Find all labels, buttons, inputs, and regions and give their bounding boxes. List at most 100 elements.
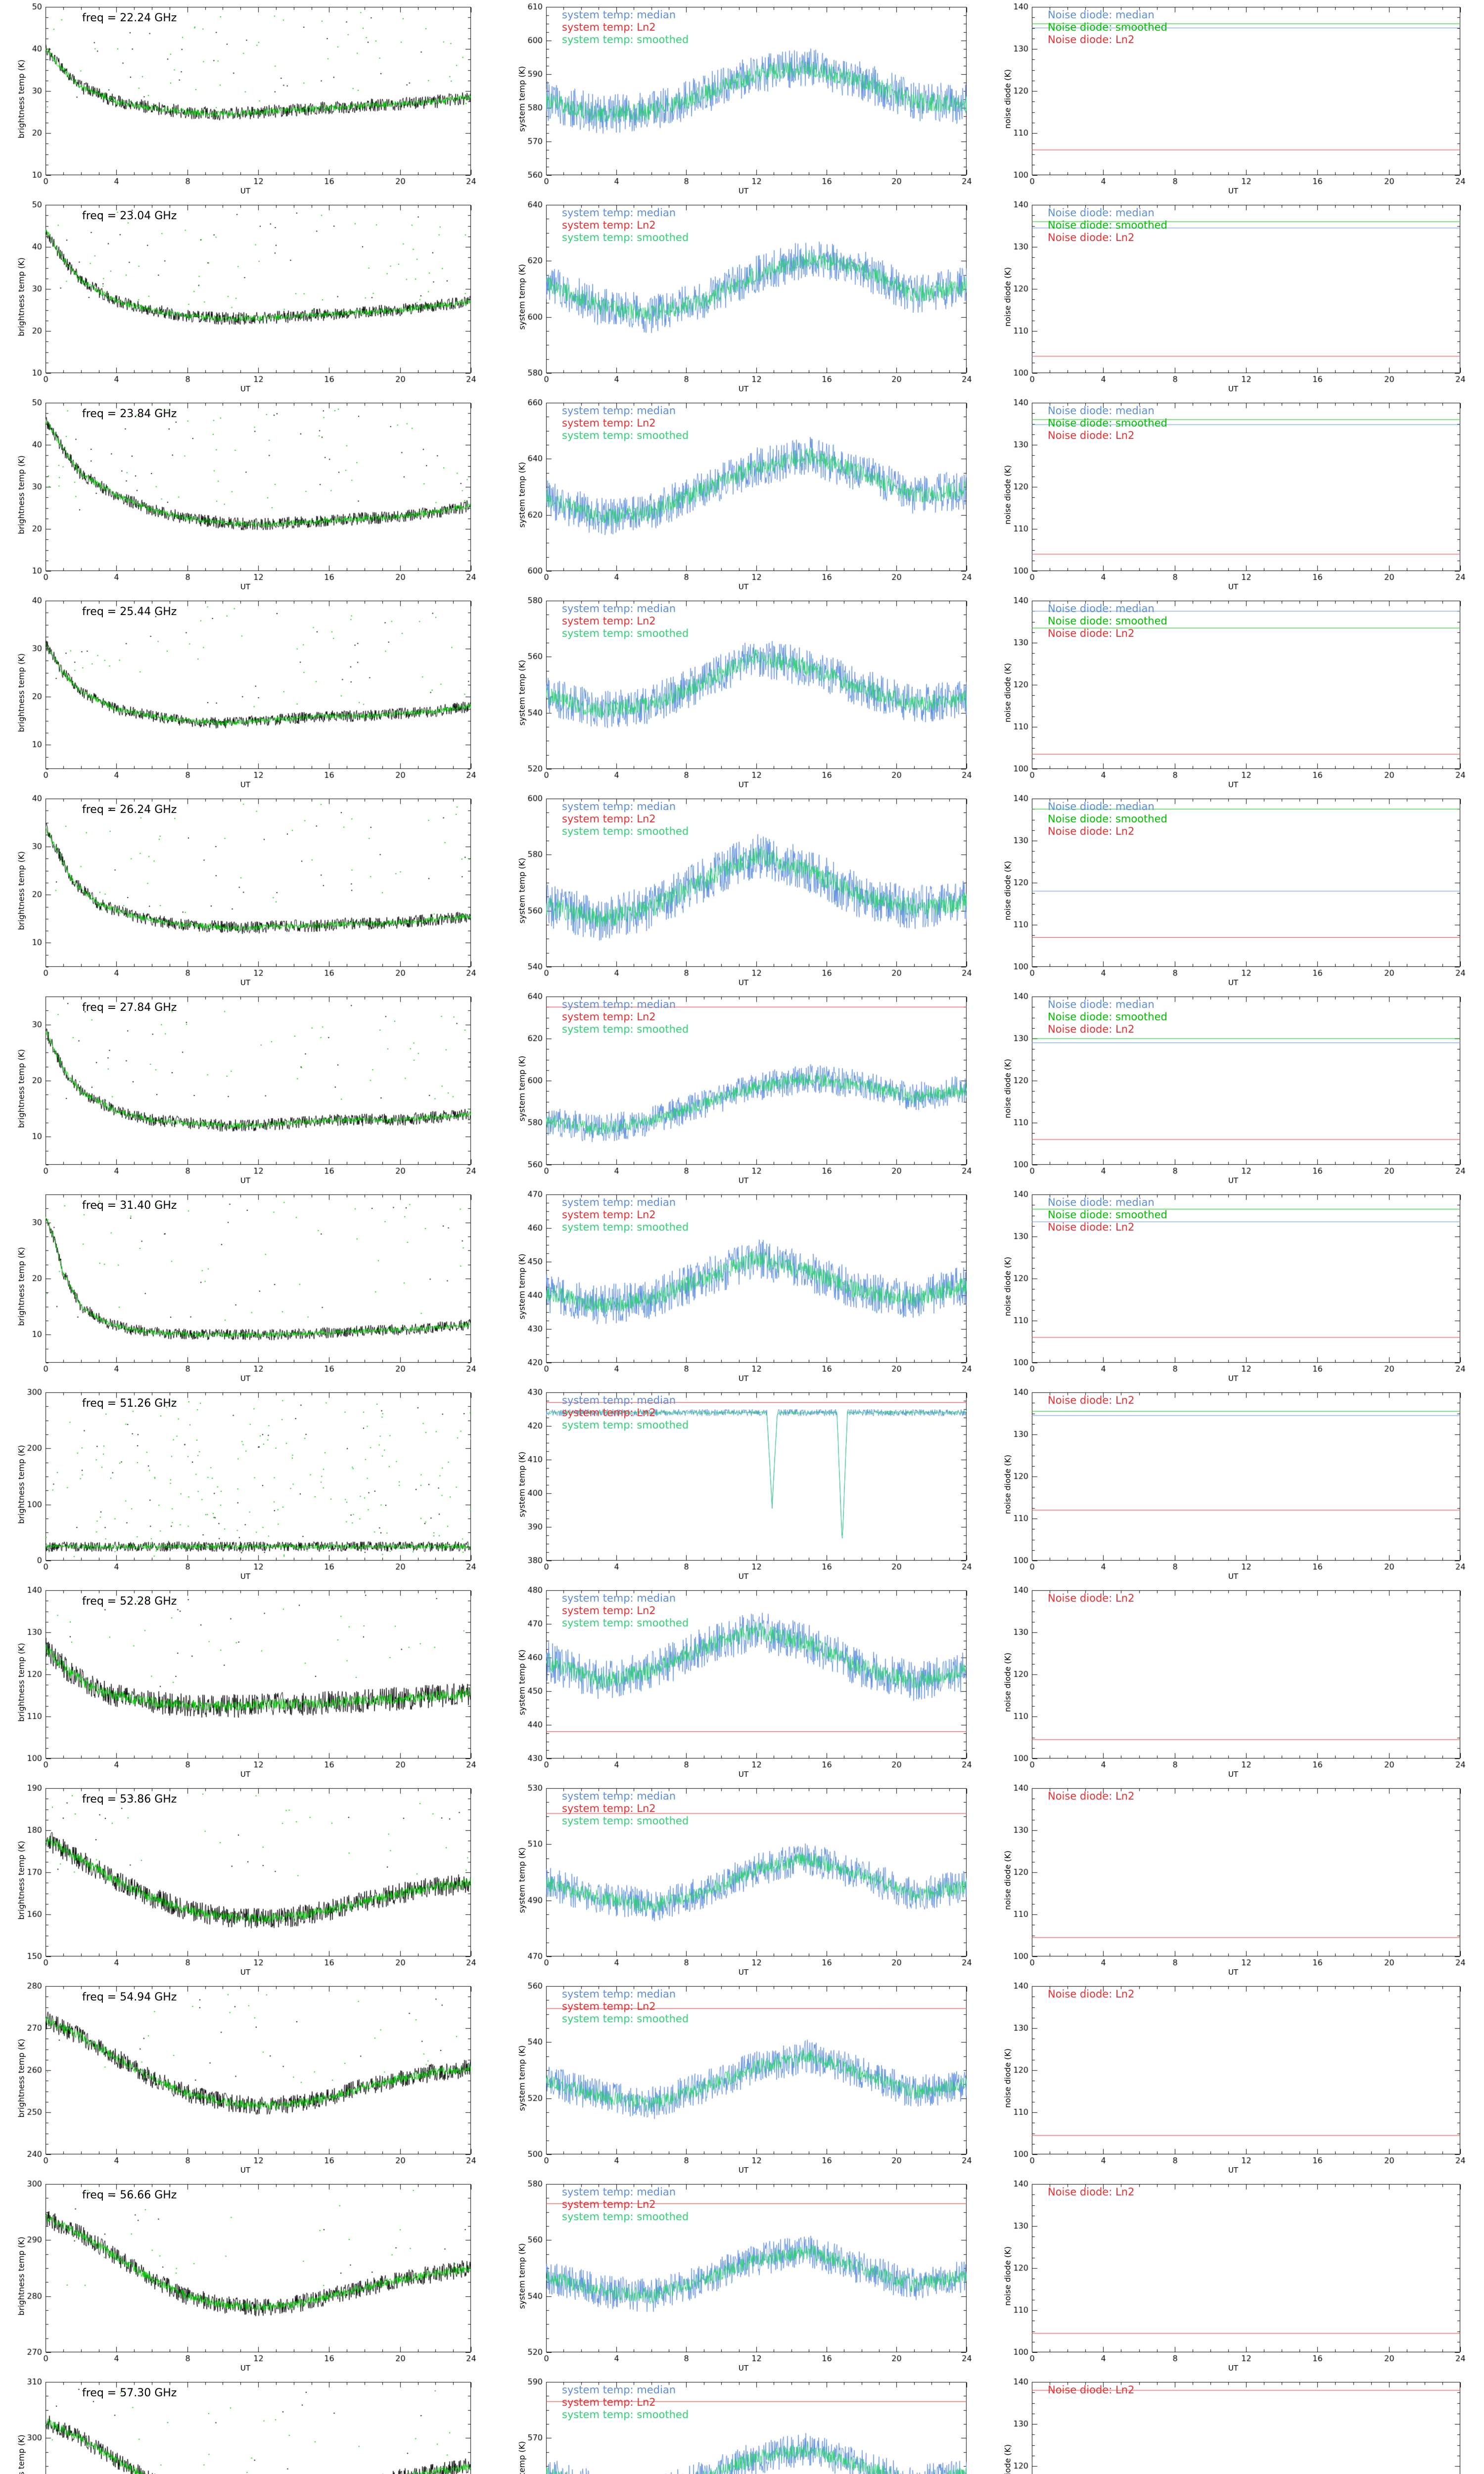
legend-entry: system temp: Ln2 (562, 615, 656, 627)
diode-plot-canvas (1000, 2377, 1466, 2474)
tsys-plot-canvas (514, 1981, 973, 2175)
panel-diode-row6: Noise diode: median Noise diode: smoothed… (1000, 992, 1466, 1186)
x-axis-label: UT (738, 2364, 749, 2373)
diode-plot-canvas (1000, 794, 1466, 988)
legend: system temp: median system temp: Ln2 syste… (562, 9, 689, 46)
tsys-plot-canvas (514, 596, 973, 790)
panel-diode-row7: Noise diode: median Noise diode: smoothed… (1000, 1189, 1466, 1383)
freq-label: freq = 25.44 GHz (82, 606, 177, 618)
legend-entry: system temp: smoothed (562, 1419, 689, 1431)
diode-plot-canvas (1000, 596, 1466, 790)
x-axis-label: UT (738, 780, 749, 789)
y-axis-label: brightness temp (K) (16, 59, 26, 139)
legend-entry: system temp: median (562, 999, 676, 1010)
tsys-plot-canvas (514, 398, 973, 592)
legend: system temp: median system temp: Ln2 syste… (562, 1790, 689, 1827)
legend-entry: system temp: Ln2 (562, 21, 656, 33)
x-axis-label: UT (1228, 1374, 1239, 1383)
panel-sky-row6: freq = 27.84 GHz brightness temp (K) UT (14, 992, 477, 1186)
legend-entry: Noise diode: median (1048, 801, 1155, 812)
x-axis-label: UT (738, 1176, 749, 1185)
x-axis-label: UT (240, 780, 251, 789)
y-axis-label: brightness temp (K) (16, 257, 26, 336)
x-axis-label: UT (1228, 384, 1239, 393)
sky-plot-canvas (14, 1387, 477, 1581)
legend-entry: system temp: smoothed (562, 232, 689, 243)
legend-entry: system temp: median (562, 405, 676, 417)
legend-entry: Noise diode: smoothed (1048, 615, 1167, 627)
y-axis-label: brightness temp (K) (16, 455, 26, 534)
y-axis-label: noise diode (K) (1003, 2048, 1013, 2108)
y-axis-label: system temp (K) (517, 660, 527, 726)
legend-entry: Noise diode: smoothed (1048, 219, 1167, 231)
legend-entry: system temp: smoothed (562, 627, 689, 639)
y-axis-label: brightness temp (K) (16, 2039, 26, 2118)
panel-sky-row9: freq = 52.28 GHz brightness temp (K) UT (14, 1585, 477, 1779)
panel-tsys-row1: system temp: median system temp: Ln2 syste… (514, 2, 973, 196)
legend-entry: Noise diode: Ln2 (1048, 1790, 1135, 1802)
freq-label: freq = 56.66 GHz (82, 2189, 177, 2201)
sky-plot-canvas (14, 2, 477, 196)
legend-entry: system temp: Ln2 (562, 1803, 656, 1814)
freq-label: freq = 57.30 GHz (82, 2387, 177, 2399)
diode-plot-canvas (1000, 1387, 1466, 1581)
sky-plot-canvas (14, 1981, 477, 2175)
y-axis-label: noise diode (K) (1003, 2246, 1013, 2306)
x-axis-label: UT (738, 978, 749, 987)
panel-tsys-row13: system temp: median system temp: Ln2 syste… (514, 2377, 973, 2474)
legend: Noise diode: median Noise diode: smoothed… (1048, 405, 1167, 442)
legend-entry: system temp: median (562, 1196, 676, 1208)
panel-sky-row12: freq = 56.66 GHz brightness temp (K) UT (14, 2179, 477, 2373)
legend-entry: Noise diode: smoothed (1048, 813, 1167, 825)
x-axis-label: UT (240, 1374, 251, 1383)
sky-plot-canvas (14, 2179, 477, 2373)
y-axis-label: brightness temp (K) (16, 1841, 26, 1920)
legend: system temp: median system temp: Ln2 syste… (562, 1196, 689, 1234)
legend-entry: system temp: median (562, 1592, 676, 1604)
legend-entry: system temp: median (562, 801, 676, 812)
legend-entry: Noise diode: Ln2 (1048, 1394, 1135, 1406)
legend-entry: Noise diode: Ln2 (1048, 34, 1135, 46)
panel-sky-row1: freq = 22.24 GHz brightness temp (K) UT (14, 2, 477, 196)
sky-plot-canvas (14, 398, 477, 592)
legend-entry: Noise diode: Ln2 (1048, 232, 1135, 243)
legend-entry: Noise diode: Ln2 (1048, 429, 1135, 441)
legend-entry: system temp: Ln2 (562, 2396, 656, 2408)
tsys-plot-canvas (514, 2, 973, 196)
legend-entry: Noise diode: Ln2 (1048, 2186, 1135, 2198)
panel-diode-row4: Noise diode: median Noise diode: smoothed… (1000, 596, 1466, 790)
tsys-plot-canvas (514, 200, 973, 394)
freq-label: freq = 53.86 GHz (82, 1793, 177, 1806)
legend-entry: system temp: smoothed (562, 1815, 689, 1827)
legend-entry: system temp: median (562, 603, 676, 615)
legend-entry: system temp: median (562, 207, 676, 219)
legend-entry: system temp: Ln2 (562, 1605, 656, 1617)
legend: Noise diode: median Noise diode: smoothed… (1048, 9, 1167, 46)
legend-entry: Noise diode: Ln2 (1048, 1221, 1135, 1233)
legend: Noise diode: Ln2 (1048, 1394, 1134, 1407)
x-axis-label: UT (1228, 2166, 1239, 2175)
legend-entry: system temp: median (562, 1988, 676, 2000)
freq-label: freq = 27.84 GHz (82, 1001, 177, 1014)
legend: Noise diode: median Noise diode: smoothed… (1048, 207, 1167, 244)
legend-entry: Noise diode: smoothed (1048, 1011, 1167, 1023)
legend-entry: Noise diode: median (1048, 1196, 1155, 1208)
panel-diode-row8: Noise diode: Ln2 noise diode (K) UT (1000, 1387, 1466, 1581)
panel-sky-row8: freq = 51.26 GHz brightness temp (K) UT (14, 1387, 477, 1581)
legend-entry: Noise diode: Ln2 (1048, 825, 1135, 837)
panel-diode-row9: Noise diode: Ln2 noise diode (K) UT (1000, 1585, 1466, 1779)
legend-entry: system temp: median (562, 9, 676, 21)
panel-sky-row7: freq = 31.40 GHz brightness temp (K) UT (14, 1189, 477, 1383)
panel-sky-row2: freq = 23.04 GHz brightness temp (K) UT (14, 200, 477, 394)
x-axis-label: UT (240, 1770, 251, 1779)
y-axis-label: brightness temp (K) (16, 653, 26, 732)
y-axis-label: noise diode (K) (1003, 1850, 1013, 1910)
y-axis-label: noise diode (K) (1003, 69, 1013, 129)
panel-tsys-row10: system temp: median system temp: Ln2 syste… (514, 1783, 973, 1977)
legend: Noise diode: Ln2 (1048, 2384, 1134, 2396)
panel-tsys-row11: system temp: median system temp: Ln2 syste… (514, 1981, 973, 2175)
legend-entry: system temp: Ln2 (562, 1407, 656, 1419)
legend: system temp: median system temp: Ln2 syste… (562, 1394, 689, 1431)
